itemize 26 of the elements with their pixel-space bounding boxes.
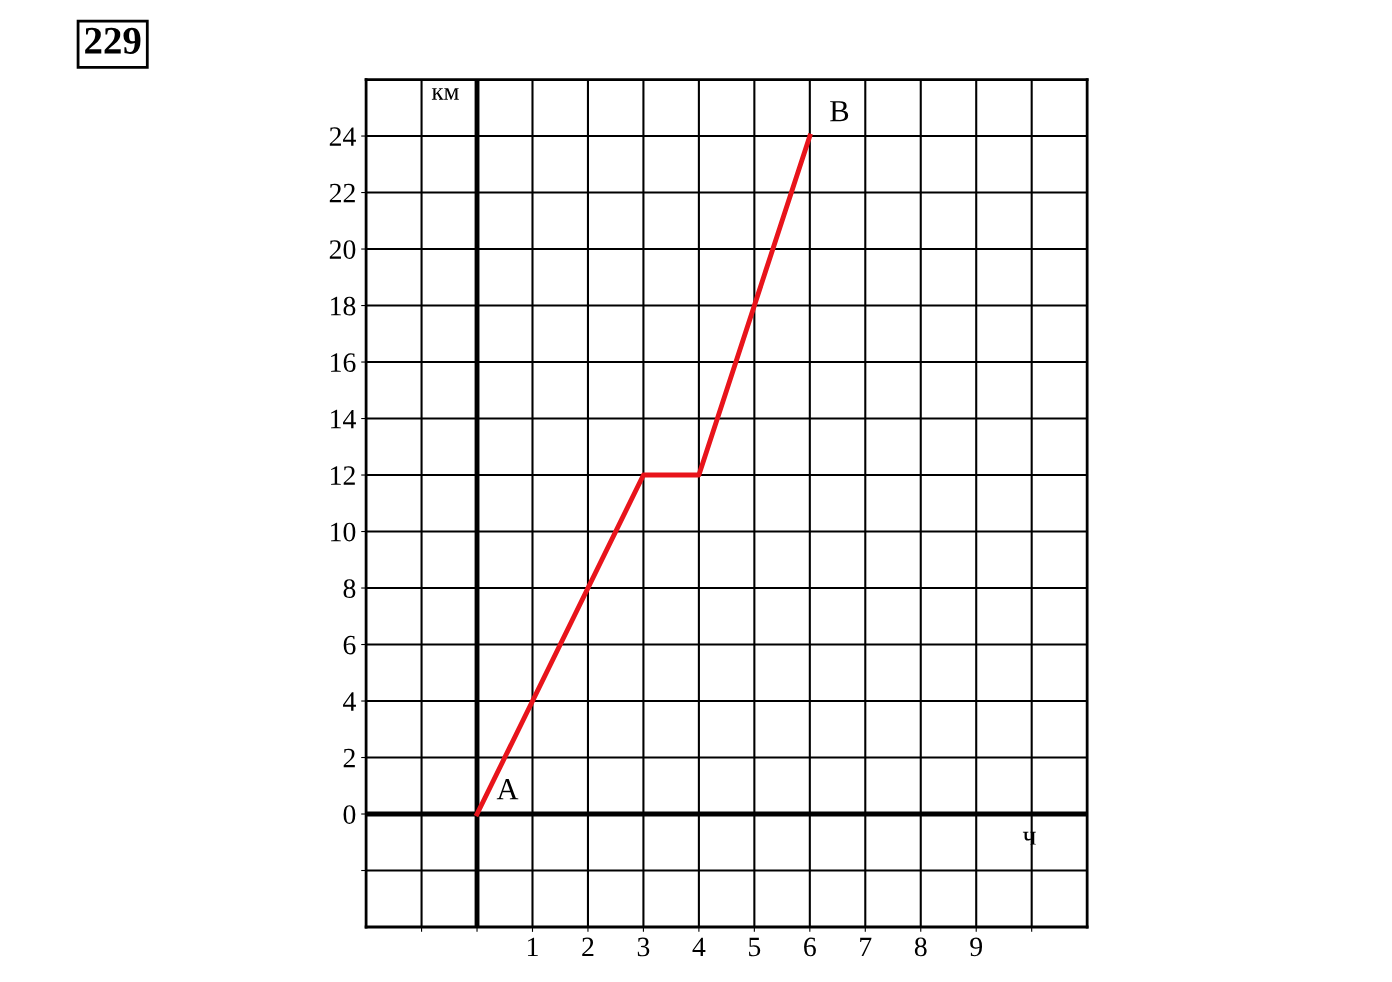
y-tick-label: 14 xyxy=(331,409,356,429)
annotation: A xyxy=(496,779,519,800)
x-tick-label: 5 xyxy=(749,937,761,957)
y-axis-title: км xyxy=(431,88,459,100)
x-tick-label: 7 xyxy=(860,937,872,957)
y-tick-label: 16 xyxy=(331,353,356,372)
y-tick-label: 4 xyxy=(343,692,356,711)
x-tick-label: 2 xyxy=(582,937,594,957)
y-tick-label: 20 xyxy=(329,240,356,259)
y-tick-label: 0 xyxy=(343,805,356,824)
y-tick-label: 22 xyxy=(329,183,355,203)
y-tick-label: 8 xyxy=(343,579,356,598)
y-tick-label: 12 xyxy=(331,466,355,485)
y-tick-label: 24 xyxy=(329,127,356,146)
y-tick-label: 18 xyxy=(331,296,356,316)
y-tick-label: 2 xyxy=(343,748,355,768)
x-tick-label: 6 xyxy=(804,937,816,957)
x-tick-label: 3 xyxy=(637,937,650,957)
x-tick-label: 8 xyxy=(914,937,927,957)
y-tick-label: 10 xyxy=(331,522,356,542)
x-tick-label: 1 xyxy=(527,937,538,957)
x-tick-label: 4 xyxy=(692,937,706,957)
chart-title: 229 xyxy=(85,27,141,54)
y-tick-label: 6 xyxy=(343,635,356,655)
annotation: B xyxy=(830,101,849,122)
x-tick-label: 9 xyxy=(970,937,983,957)
